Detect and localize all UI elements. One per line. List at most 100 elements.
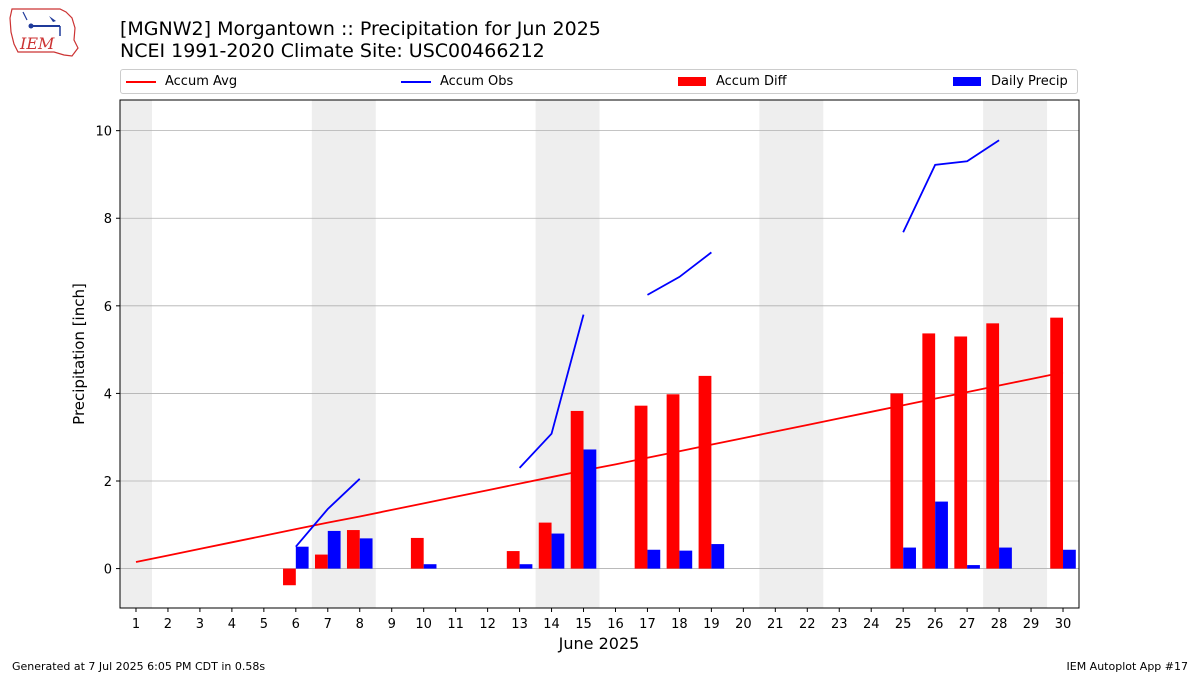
- iem-logo: IEM: [9, 8, 79, 57]
- legend-item-accum-obs: Accum Obs: [401, 70, 513, 93]
- legend-label-accum-avg: Accum Avg: [165, 74, 238, 89]
- x-tick-label-9: 9: [388, 617, 396, 632]
- accum-diff-bar-26: [922, 333, 936, 569]
- weekend-shade-4: [983, 100, 1048, 608]
- accum-diff-bar-28: [986, 323, 1000, 569]
- x-tick-label-17: 17: [639, 617, 656, 632]
- daily-precip-bar-27: [967, 565, 980, 569]
- daily-precip-bar-14: [551, 533, 565, 569]
- x-tick-label-13: 13: [511, 617, 528, 632]
- legend-swatch-accum-avg: [126, 80, 156, 83]
- accum-diff-bar-17: [634, 405, 648, 569]
- daily-precip-bar-6: [295, 546, 309, 569]
- legend-item-accum-avg: Accum Avg: [126, 70, 237, 93]
- accum-diff-bar-30: [1050, 317, 1064, 569]
- weekend-shade-3: [759, 100, 824, 608]
- daily-precip-bar-30: [1063, 549, 1076, 569]
- x-tick-label-7: 7: [324, 617, 332, 632]
- legend-label-accum-obs: Accum Obs: [440, 74, 514, 89]
- x-tick-label-24: 24: [863, 617, 880, 632]
- legend-label-accum-diff: Accum Diff: [716, 74, 787, 89]
- legend: Accum Avg Accum Obs Accum Diff Daily Pre…: [120, 69, 1078, 94]
- daily-precip-bar-19: [711, 544, 725, 569]
- legend-swatch-daily-precip: [953, 77, 981, 86]
- daily-precip-bar-10: [423, 564, 437, 569]
- weekend-shading: [120, 100, 1048, 608]
- x-tick-label-11: 11: [447, 617, 464, 632]
- footer-generated: Generated at 7 Jul 2025 6:05 PM CDT in 0…: [12, 660, 266, 673]
- x-tick-label-28: 28: [991, 617, 1008, 632]
- x-tick-label-29: 29: [1023, 617, 1040, 632]
- daily-precip-bar-15: [583, 449, 597, 569]
- legend-label-daily-precip: Daily Precip: [991, 74, 1068, 89]
- accum-diff-bar-19: [698, 375, 712, 569]
- y-tick-label-10: 10: [95, 125, 112, 140]
- accum-obs-segment-2: [647, 251, 712, 296]
- x-tick-label-4: 4: [228, 617, 236, 632]
- svg-text:IEM: IEM: [19, 34, 55, 53]
- chart-subtitle: NCEI 1991-2020 Climate Site: USC00466212: [120, 40, 545, 62]
- accum-diff-bar-13: [506, 551, 520, 569]
- daily-precip-bar-13: [519, 564, 533, 569]
- weekend-shade-0: [120, 100, 152, 608]
- x-tick-label-26: 26: [927, 617, 944, 632]
- x-tick-label-2: 2: [164, 617, 172, 632]
- x-tick-label-19: 19: [703, 617, 720, 632]
- accum-diff-bar-10: [410, 537, 424, 569]
- x-tick-label-10: 10: [415, 617, 432, 632]
- x-tick-label-23: 23: [831, 617, 848, 632]
- daily-precip-bar-17: [647, 549, 661, 569]
- daily-precip-bar-25: [903, 547, 916, 569]
- footer-app: IEM Autoplot App #17: [1066, 660, 1189, 673]
- y-tick-label-6: 6: [104, 300, 112, 315]
- accum-diff-bar-8: [346, 530, 360, 569]
- x-tick-label-5: 5: [260, 617, 268, 632]
- x-axis-label: June 2025: [558, 634, 640, 653]
- x-tick-label-14: 14: [543, 617, 560, 632]
- plot-area-frame: [119, 99, 1080, 609]
- daily-precip-bar-26: [935, 501, 948, 569]
- x-tick-label-3: 3: [196, 617, 204, 632]
- x-tick-label-8: 8: [356, 617, 364, 632]
- accum-diff-bar-7: [314, 554, 328, 569]
- daily-precip-bar-28: [999, 547, 1012, 569]
- accum-diff-bar-15: [570, 410, 584, 569]
- x-tick-label-27: 27: [959, 617, 976, 632]
- legend-swatch-accum-obs: [401, 80, 431, 83]
- x-tick-label-18: 18: [671, 617, 688, 632]
- x-tick-label-30: 30: [1055, 617, 1072, 632]
- accum-obs-segment-1: [518, 314, 585, 469]
- accum-obs-segment-3: [902, 139, 1000, 233]
- legend-item-accum-diff: Accum Diff: [678, 70, 787, 93]
- weekend-shade-2: [535, 100, 600, 608]
- accum-avg-series: [135, 371, 1064, 563]
- y-axis-label: Precipitation [inch]: [70, 283, 88, 425]
- y-tick-label-8: 8: [104, 212, 112, 227]
- daily-precip-bar-7: [327, 530, 341, 569]
- x-tick-label-12: 12: [479, 617, 496, 632]
- y-tick-label-4: 4: [104, 387, 112, 402]
- x-tick-label-25: 25: [895, 617, 912, 632]
- accum-avg-line: [135, 371, 1064, 563]
- x-tick-label-16: 16: [607, 617, 624, 632]
- x-tick-label-22: 22: [799, 617, 816, 632]
- accum-obs-series: [295, 139, 1000, 548]
- accum-diff-bar-14: [538, 522, 552, 569]
- accum-diff-bar-6: [283, 568, 296, 586]
- gridlines: [120, 130, 1079, 569]
- bar-series: [283, 317, 1076, 586]
- daily-precip-bar-8: [359, 538, 373, 569]
- accum-diff-bar-18: [666, 394, 680, 569]
- accum-diff-bar-25: [890, 393, 904, 569]
- accum-obs-segment-0: [295, 478, 361, 548]
- x-tick-label-6: 6: [292, 617, 300, 632]
- weekend-shade-1: [311, 100, 376, 608]
- x-tick-label-1: 1: [132, 617, 140, 632]
- x-tick-label-20: 20: [735, 617, 752, 632]
- chart-title: [MGNW2] Morgantown :: Precipitation for …: [120, 18, 601, 40]
- accum-diff-bar-27: [954, 336, 968, 569]
- y-tick-label-0: 0: [104, 563, 112, 578]
- x-tick-label-15: 15: [575, 617, 592, 632]
